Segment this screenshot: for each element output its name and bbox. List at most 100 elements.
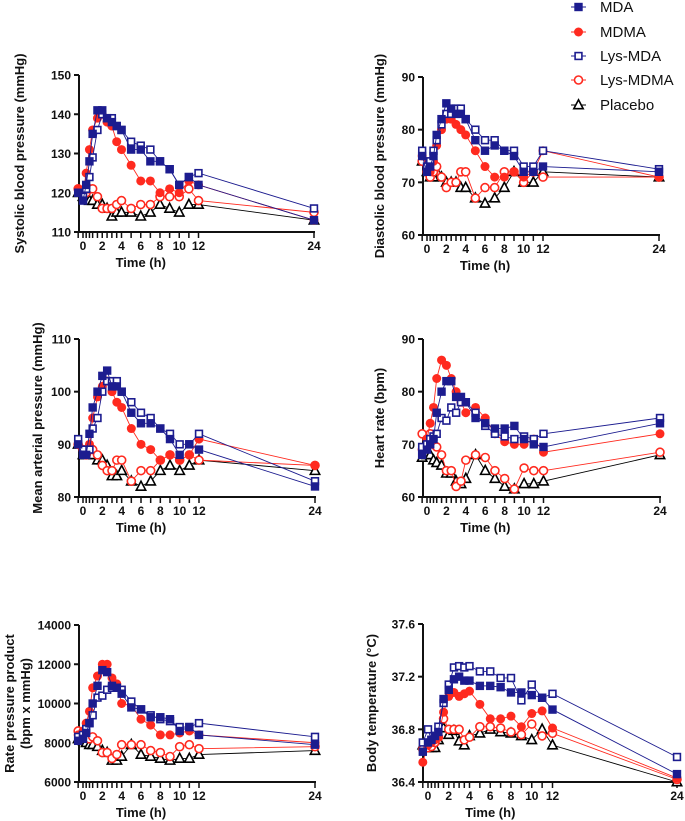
data-point [156, 424, 165, 433]
y-axis-title: Rate pressure product [2, 633, 17, 772]
data-point [516, 729, 527, 740]
data-point [418, 757, 428, 767]
data-point [538, 172, 548, 182]
data-point [194, 718, 204, 728]
data-point [471, 413, 480, 423]
data-point [117, 145, 126, 155]
x-tick-label: 4 [462, 504, 469, 518]
data-point [136, 465, 146, 476]
y-tick-label: 120 [51, 186, 71, 200]
data-point [81, 450, 91, 460]
data-point [115, 463, 128, 476]
data-point [478, 196, 492, 208]
data-point [92, 735, 103, 746]
data-point [102, 366, 112, 375]
data-point [144, 474, 157, 486]
data-point [422, 167, 432, 176]
data-point [527, 709, 537, 719]
data-point [135, 199, 146, 210]
data-point [73, 736, 83, 745]
data-point [480, 136, 490, 145]
data-point [447, 376, 456, 386]
data-point [194, 730, 204, 740]
data-point [112, 137, 122, 147]
data-point [475, 721, 485, 732]
data-point [538, 162, 548, 171]
data-point [548, 723, 557, 733]
data-point [425, 418, 435, 428]
data-point [78, 196, 88, 205]
x-tick-label: 8 [157, 239, 164, 253]
data-point [112, 749, 122, 760]
data-point [309, 204, 319, 213]
x-tick-label: 6 [138, 789, 145, 803]
x-tick-label: 10 [517, 504, 531, 518]
data-point [184, 184, 194, 194]
data-point [461, 408, 471, 418]
y-tick-label: 80 [402, 385, 416, 399]
legend-marker-icon [574, 27, 583, 37]
data-point [495, 723, 506, 733]
data-point [456, 476, 466, 487]
data-point [136, 439, 146, 449]
series-mda [418, 672, 682, 779]
data-point [85, 718, 94, 728]
data-point [84, 145, 94, 155]
y-tick-label: 12000 [38, 658, 72, 672]
data-point [155, 188, 165, 198]
data-point [442, 416, 451, 425]
data-point [88, 699, 97, 708]
data-point [490, 424, 500, 433]
data-point [539, 429, 548, 438]
data-point [93, 413, 102, 423]
data-point [480, 146, 490, 155]
data-point [506, 711, 516, 721]
data-point [165, 730, 175, 740]
data-point [136, 408, 146, 417]
y-axis-title: Systolic blood pressure (mmHg) [12, 53, 27, 253]
data-point [527, 476, 540, 489]
data-point [112, 683, 122, 692]
data-point [155, 747, 166, 758]
data-point [527, 175, 540, 187]
data-point [136, 714, 146, 724]
legend-item-lys-mdma: Lys-MDMA [571, 72, 674, 89]
y-tick-label: 90 [58, 438, 72, 452]
data-point [93, 681, 102, 691]
data-point [193, 195, 204, 206]
data-point [510, 421, 519, 431]
data-point [489, 182, 500, 193]
data-point [102, 113, 112, 123]
data-point [442, 376, 451, 386]
data-point [163, 201, 176, 213]
x-tick-label: 10 [173, 789, 187, 803]
data-point [194, 429, 204, 438]
data-point [451, 109, 461, 119]
data-point [490, 172, 500, 182]
data-point [432, 408, 441, 417]
y-tick-label: 150 [51, 69, 71, 83]
data-point [436, 172, 447, 182]
data-point [436, 450, 447, 460]
data-point [506, 688, 516, 697]
data-point [451, 177, 461, 188]
data-point [155, 157, 165, 166]
data-point [517, 696, 526, 705]
y-tick-label: 60 [402, 491, 416, 505]
data-point [85, 172, 94, 182]
data-point [528, 465, 539, 476]
data-point [538, 146, 548, 155]
data-point [480, 182, 490, 193]
legend: MDA MDMA Lys-MDA Lys-MDMA Placebo [571, 0, 674, 114]
y-axis-title: Diastolic blood pressure (mmHg) [372, 54, 387, 258]
data-point [117, 387, 126, 396]
data-point [432, 130, 441, 140]
x-tick-label: 12 [192, 504, 206, 518]
x-tick-label: 2 [99, 504, 106, 518]
data-point [444, 685, 453, 695]
data-point [539, 442, 548, 452]
data-point [439, 694, 448, 704]
data-point [194, 743, 204, 754]
